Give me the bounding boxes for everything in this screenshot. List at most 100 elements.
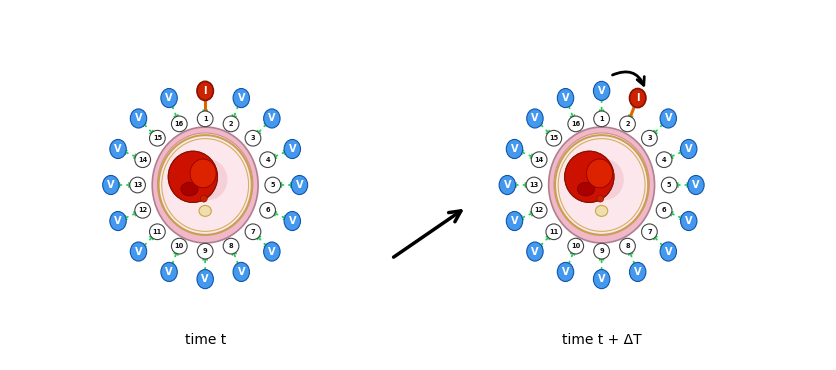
Ellipse shape	[152, 127, 258, 243]
Text: 15: 15	[549, 135, 558, 141]
Ellipse shape	[681, 139, 697, 158]
Text: 6: 6	[662, 207, 666, 213]
Ellipse shape	[263, 242, 280, 261]
Text: 8: 8	[625, 243, 630, 249]
Text: time t: time t	[185, 333, 226, 347]
Text: V: V	[237, 267, 245, 277]
Ellipse shape	[197, 81, 213, 100]
Ellipse shape	[161, 88, 177, 108]
Circle shape	[223, 116, 239, 132]
Circle shape	[656, 152, 672, 168]
Ellipse shape	[527, 242, 543, 261]
Circle shape	[150, 224, 166, 240]
Text: V: V	[115, 216, 122, 226]
Text: 13: 13	[133, 182, 142, 188]
Text: 11: 11	[549, 229, 558, 235]
Text: V: V	[531, 114, 538, 124]
Circle shape	[260, 152, 276, 168]
Ellipse shape	[594, 81, 609, 100]
Ellipse shape	[291, 175, 308, 195]
Text: 1: 1	[203, 116, 207, 122]
Text: V: V	[562, 93, 569, 103]
Ellipse shape	[263, 109, 280, 128]
Circle shape	[526, 177, 542, 193]
Text: I: I	[203, 86, 207, 96]
Text: 15: 15	[153, 135, 162, 141]
Text: 4: 4	[265, 157, 270, 163]
Text: V: V	[135, 246, 142, 256]
Text: V: V	[511, 216, 518, 226]
Text: V: V	[598, 274, 605, 284]
Text: V: V	[692, 180, 700, 190]
Ellipse shape	[161, 262, 177, 282]
Circle shape	[594, 243, 609, 259]
Ellipse shape	[197, 270, 213, 289]
Text: V: V	[115, 144, 122, 154]
Text: 3: 3	[647, 135, 652, 141]
Text: 5: 5	[271, 182, 275, 188]
Ellipse shape	[630, 88, 646, 108]
Ellipse shape	[578, 182, 594, 196]
Text: 7: 7	[251, 229, 255, 235]
Text: 6: 6	[265, 207, 270, 213]
Ellipse shape	[130, 242, 146, 261]
Text: V: V	[685, 216, 692, 226]
Text: 11: 11	[153, 229, 162, 235]
Circle shape	[656, 202, 672, 218]
Ellipse shape	[199, 205, 212, 216]
Circle shape	[150, 130, 166, 146]
Circle shape	[532, 152, 547, 168]
Ellipse shape	[595, 205, 608, 216]
Text: 10: 10	[571, 243, 580, 249]
Text: I: I	[636, 93, 640, 103]
Circle shape	[546, 224, 562, 240]
Circle shape	[641, 130, 657, 146]
Text: 10: 10	[175, 243, 184, 249]
Text: V: V	[288, 216, 296, 226]
Ellipse shape	[499, 175, 516, 195]
Text: 2: 2	[625, 121, 630, 127]
Text: V: V	[288, 144, 296, 154]
Text: V: V	[268, 114, 276, 124]
Circle shape	[197, 111, 213, 127]
Circle shape	[594, 111, 609, 127]
Ellipse shape	[507, 139, 522, 158]
Circle shape	[171, 116, 187, 132]
Text: 1: 1	[599, 116, 604, 122]
Ellipse shape	[594, 270, 609, 289]
Text: 13: 13	[529, 182, 538, 188]
Circle shape	[641, 224, 657, 240]
Text: V: V	[503, 180, 511, 190]
Text: 2: 2	[229, 121, 233, 127]
Ellipse shape	[168, 151, 217, 202]
Text: V: V	[511, 144, 518, 154]
Text: 8: 8	[229, 243, 233, 249]
Circle shape	[619, 238, 635, 254]
Ellipse shape	[507, 212, 522, 231]
Text: 16: 16	[175, 121, 184, 127]
Ellipse shape	[130, 109, 146, 128]
Circle shape	[546, 130, 562, 146]
Ellipse shape	[548, 127, 655, 243]
Ellipse shape	[190, 159, 217, 188]
Text: V: V	[562, 267, 569, 277]
Ellipse shape	[233, 262, 249, 282]
Ellipse shape	[586, 159, 624, 200]
Circle shape	[568, 116, 584, 132]
Text: 9: 9	[599, 248, 604, 254]
Circle shape	[245, 130, 261, 146]
Circle shape	[197, 243, 213, 259]
Text: 14: 14	[138, 157, 147, 163]
Text: 14: 14	[534, 157, 543, 163]
Circle shape	[568, 238, 584, 254]
Text: V: V	[135, 114, 142, 124]
Circle shape	[135, 152, 150, 168]
Text: 3: 3	[251, 135, 255, 141]
Text: V: V	[665, 246, 672, 256]
Ellipse shape	[527, 109, 543, 128]
Ellipse shape	[587, 159, 613, 188]
Text: V: V	[665, 114, 672, 124]
Circle shape	[661, 177, 677, 193]
Circle shape	[135, 202, 150, 218]
Text: V: V	[107, 180, 115, 190]
